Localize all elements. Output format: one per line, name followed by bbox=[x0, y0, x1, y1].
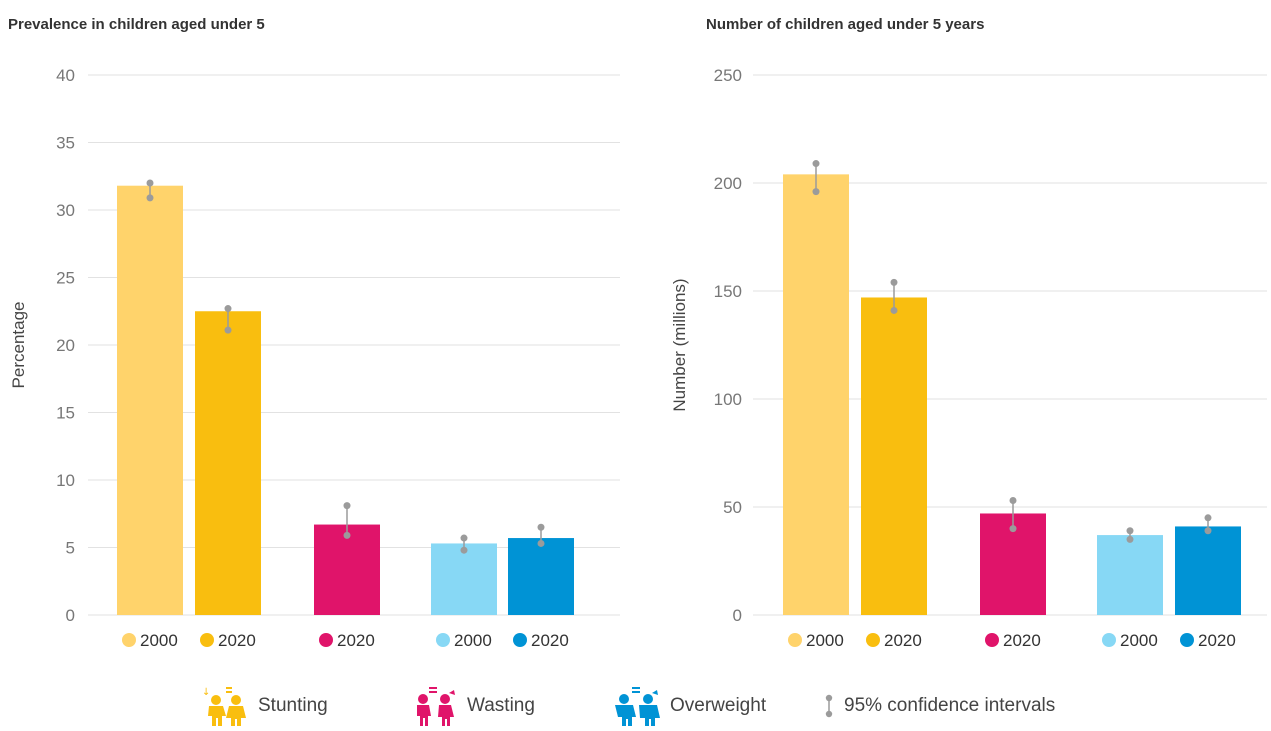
ci-lower-point bbox=[890, 306, 898, 314]
year-marker bbox=[985, 633, 999, 647]
legend-overweight-label: Overweight bbox=[670, 695, 767, 716]
legend-stunting: ↓ Stunting bbox=[198, 684, 328, 728]
year-marker bbox=[122, 633, 136, 647]
bar-overweight-2000 bbox=[431, 543, 497, 615]
year-marker bbox=[513, 633, 527, 647]
legend-overweight: Overweight bbox=[610, 684, 766, 728]
bar-wasting-2020 bbox=[314, 524, 380, 615]
bar-stunting-2020 bbox=[195, 311, 261, 615]
year-marker bbox=[866, 633, 880, 647]
y-tick-label: 0 bbox=[733, 606, 742, 625]
y-tick-label: 200 bbox=[714, 174, 742, 193]
year-label: 2020 bbox=[1198, 631, 1236, 650]
y-tick-label: 30 bbox=[56, 201, 75, 220]
ci-lower-point bbox=[146, 194, 154, 202]
year-marker bbox=[436, 633, 450, 647]
ci-upper-point bbox=[460, 534, 468, 542]
ci-lower-point bbox=[343, 531, 351, 539]
legend-wasting-label: Wasting bbox=[467, 695, 535, 716]
bar-overweight-2000 bbox=[1097, 535, 1163, 615]
ci-lower-point bbox=[1204, 527, 1212, 535]
y-tick-label: 10 bbox=[56, 471, 75, 490]
legend-stunting-label: Stunting bbox=[258, 695, 328, 716]
year-marker bbox=[200, 633, 214, 647]
year-marker bbox=[1180, 633, 1194, 647]
year-label: 2020 bbox=[218, 631, 256, 650]
year-label: 2000 bbox=[1120, 631, 1158, 650]
wasting-icon bbox=[417, 687, 455, 726]
y-axis-label: Number (millions) bbox=[670, 278, 689, 411]
left-chart-title: Prevalence in children aged under 5 bbox=[8, 16, 265, 33]
ci-lower-point bbox=[812, 188, 820, 196]
confidence-interval-icon bbox=[825, 694, 833, 718]
bar-overweight-2020 bbox=[508, 538, 574, 615]
legend-ci: 95% confidence intervals bbox=[822, 684, 1055, 728]
y-tick-label: 50 bbox=[723, 498, 742, 517]
bar-stunting-2000 bbox=[783, 174, 849, 616]
y-axis-label: Percentage bbox=[9, 302, 28, 389]
year-label: 2020 bbox=[531, 631, 569, 650]
year-label: 2000 bbox=[806, 631, 844, 650]
ci-upper-point bbox=[890, 278, 898, 286]
legend: ↓ Stunting Wasting bbox=[0, 684, 1271, 728]
overweight-icon bbox=[615, 687, 660, 726]
ci-lower-point bbox=[1126, 535, 1134, 543]
ci-upper-point bbox=[1126, 527, 1134, 535]
y-tick-label: 40 bbox=[56, 66, 75, 85]
year-label: 2020 bbox=[884, 631, 922, 650]
stunting-icon: ↓ bbox=[202, 687, 246, 726]
ci-lower-point bbox=[224, 326, 232, 334]
year-label: 2020 bbox=[1003, 631, 1041, 650]
bar-stunting-2000 bbox=[117, 185, 183, 615]
y-tick-label: 20 bbox=[56, 336, 75, 355]
y-tick-label: 35 bbox=[56, 134, 75, 153]
ci-upper-point bbox=[343, 502, 351, 510]
year-label: 2000 bbox=[454, 631, 492, 650]
year-marker bbox=[1102, 633, 1116, 647]
legend-ci-label: 95% confidence intervals bbox=[844, 695, 1056, 716]
year-marker bbox=[788, 633, 802, 647]
year-marker bbox=[319, 633, 333, 647]
ci-upper-point bbox=[537, 523, 545, 531]
y-tick-label: 0 bbox=[66, 606, 75, 625]
year-label: 2020 bbox=[337, 631, 375, 650]
prevalence-chart: 0 5 10 15 20 25 30 35 40 Percentage 2000 2020 2020 20… bbox=[9, 66, 620, 650]
y-tick-label: 150 bbox=[714, 282, 742, 301]
ci-upper-point bbox=[146, 179, 154, 187]
ci-lower-point bbox=[537, 539, 545, 547]
year-label: 2000 bbox=[140, 631, 178, 650]
right-chart-title: Number of children aged under 5 years bbox=[706, 16, 985, 33]
ci-lower-point bbox=[1009, 525, 1017, 533]
svg-text:↓: ↓ bbox=[202, 687, 210, 698]
y-tick-label: 5 bbox=[66, 539, 75, 558]
y-tick-label: 15 bbox=[56, 404, 75, 423]
ci-upper-point bbox=[1009, 497, 1017, 505]
ci-lower-point bbox=[460, 546, 468, 554]
y-tick-label: 250 bbox=[714, 66, 742, 85]
y-tick-label: 25 bbox=[56, 269, 75, 288]
y-tick-label: 100 bbox=[714, 390, 742, 409]
bar-stunting-2020 bbox=[861, 297, 927, 615]
ci-upper-point bbox=[224, 305, 232, 313]
number-chart: 0 50 100 150 200 250 Number (millions) 2000 2020… bbox=[670, 66, 1267, 650]
ci-upper-point bbox=[1204, 514, 1212, 522]
legend-wasting: Wasting bbox=[409, 684, 535, 728]
bar-overweight-2020 bbox=[1175, 526, 1241, 615]
ci-upper-point bbox=[812, 160, 820, 168]
